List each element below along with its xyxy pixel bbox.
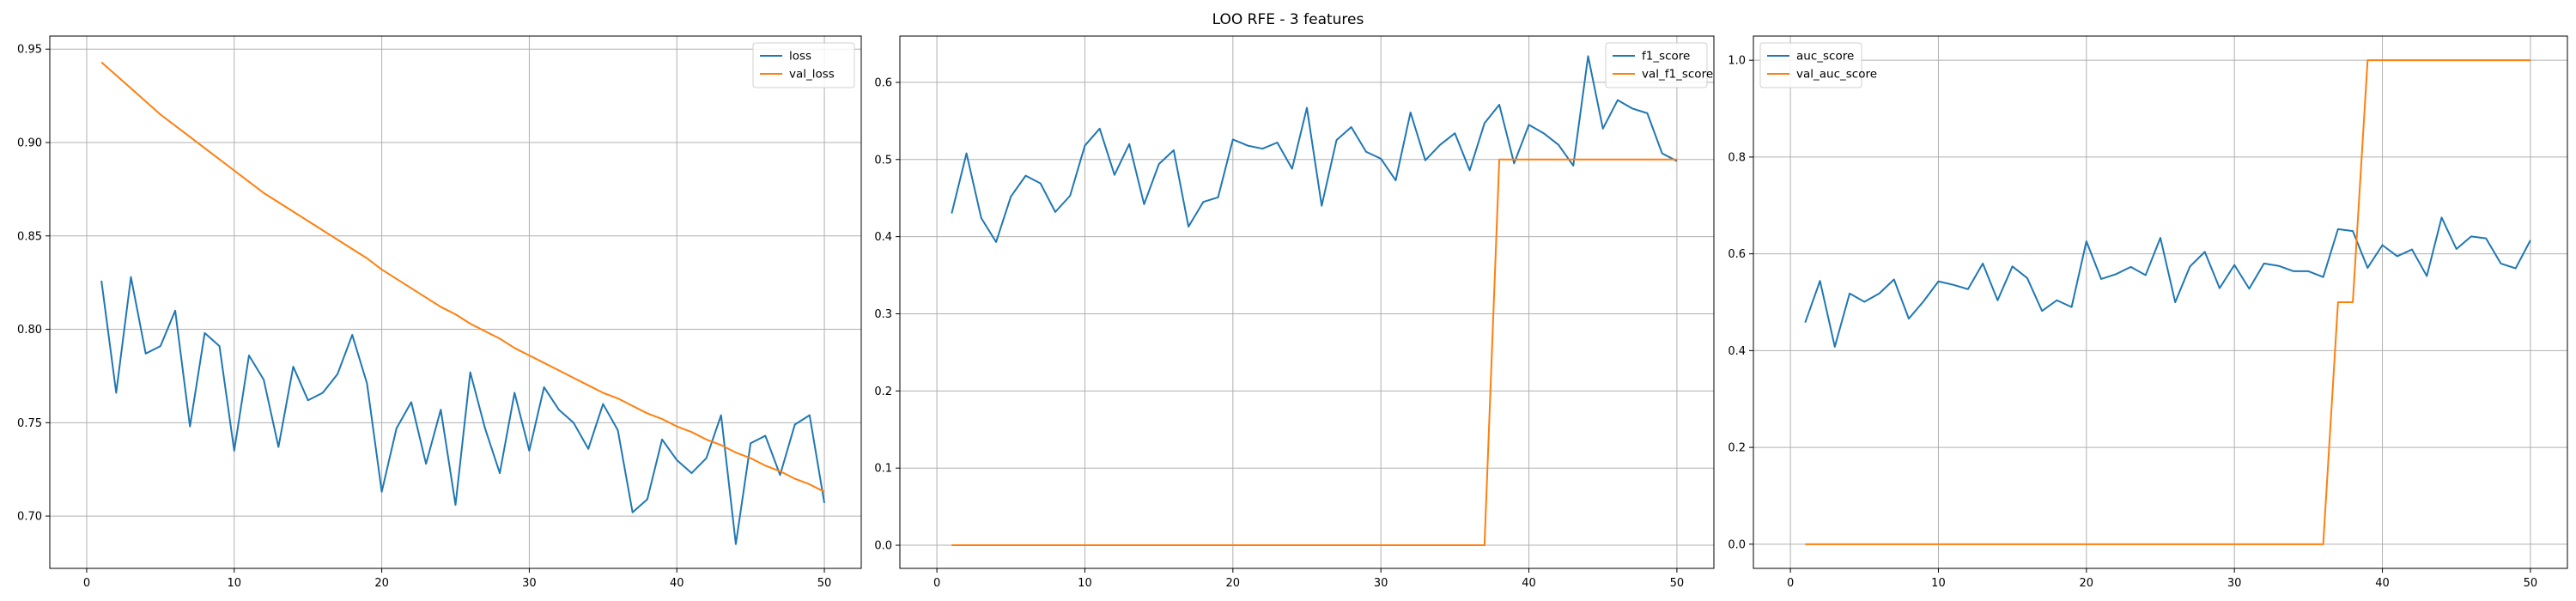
- axes-frame: [899, 35, 1715, 569]
- x-tick-label: 10: [1078, 577, 1092, 590]
- series-line-loss: [100, 276, 826, 545]
- y-tick-label: 0.90: [17, 137, 42, 150]
- y-tick-label: 0.75: [17, 417, 42, 430]
- legend-label-f1_score: f1_score: [1642, 50, 1690, 64]
- chart-panel-3: 0 10 20 30 40 50 0.0 0.2 0.4 0.6 0.8 1.0 auc_scoreva…: [1728, 35, 2568, 590]
- legend: auc_score val_auc_score: [1759, 42, 1877, 88]
- series-line-val_loss: [100, 61, 825, 493]
- x-tick-label: 20: [1226, 577, 1241, 590]
- legend-box: [1759, 42, 1862, 88]
- y-tick-label: 0.85: [17, 230, 42, 243]
- charts-layer: 0 10 20 30 40 500.700.750.800.850.900.95 lossv…: [17, 35, 2568, 590]
- x-tick-label: 0: [83, 577, 90, 590]
- y-tick-label: 0.6: [874, 76, 892, 89]
- figure-title: LOO RFE - 3 features: [1212, 11, 1364, 28]
- legend-label-val_f1_score: val_f1_score: [1642, 68, 1713, 82]
- series-line-auc_score: [1804, 216, 2531, 348]
- legend-box: [1605, 42, 1708, 88]
- x-tick-label: 40: [1522, 577, 1536, 590]
- y-tick-label: 0.3: [874, 308, 892, 321]
- legend-label-val_loss: val_loss: [789, 68, 835, 82]
- y-tick-label: 0.0: [1728, 538, 1746, 551]
- series-line-val_auc_score: [1805, 59, 2530, 545]
- y-tick-label: 0.80: [17, 324, 42, 337]
- x-tick-label: 20: [374, 577, 389, 590]
- x-tick-label: 50: [817, 577, 832, 590]
- x-tick-label: 40: [2375, 577, 2390, 590]
- y-tick-label: 0.4: [874, 231, 892, 244]
- y-tick-label: 0.95: [17, 44, 42, 57]
- series-line-f1_score: [951, 55, 1678, 243]
- y-tick-label: 1.0: [1728, 55, 1746, 68]
- y-tick-label: 0.70: [17, 511, 42, 524]
- chart-panel-1: 0 10 20 30 40 50 0.70 0.75 0.80 0.85 0.90 0.95 loss v…: [17, 35, 862, 590]
- legend: loss val_loss: [752, 42, 855, 88]
- x-tick-label: 10: [1931, 577, 1946, 590]
- x-tick-label: 10: [227, 577, 241, 590]
- axes-frame: [49, 35, 862, 569]
- legend-box: [752, 42, 855, 88]
- chart-panel-2: 0 10 20 30 40 50 0.0 0.1 0.2 0.3 0.4 0.5 0.6 f1_score…: [874, 35, 1715, 590]
- x-tick-label: 0: [1787, 577, 1794, 590]
- y-tick-label: 0.2: [874, 385, 892, 398]
- legend-label-val_auc_score: val_auc_score: [1796, 68, 1877, 82]
- axes-frame: [1753, 35, 2568, 569]
- y-tick-label: 0.4: [1728, 345, 1746, 358]
- legend-label-loss: loss: [789, 50, 811, 64]
- x-tick-label: 30: [2227, 577, 2242, 590]
- x-tick-label: 50: [2524, 577, 2538, 590]
- x-tick-label: 30: [522, 577, 537, 590]
- series-line-val_f1_score: [951, 158, 1677, 547]
- y-tick-label: 0.6: [1728, 248, 1746, 261]
- y-tick-label: 0.8: [1728, 151, 1746, 164]
- y-tick-label: 0.2: [1728, 442, 1746, 455]
- x-tick-label: 40: [670, 577, 684, 590]
- x-tick-label: 50: [1670, 577, 1685, 590]
- y-tick-label: 0.0: [874, 540, 892, 553]
- legend-label-auc_score: auc_score: [1796, 50, 1854, 64]
- x-tick-label: 30: [1374, 577, 1388, 590]
- legend: f1_score val_f1_score: [1605, 42, 1713, 88]
- y-tick-label: 0.5: [874, 154, 892, 167]
- x-tick-label: 20: [2080, 577, 2094, 590]
- y-tick-label: 0.1: [874, 463, 892, 476]
- x-tick-label: 0: [933, 577, 940, 590]
